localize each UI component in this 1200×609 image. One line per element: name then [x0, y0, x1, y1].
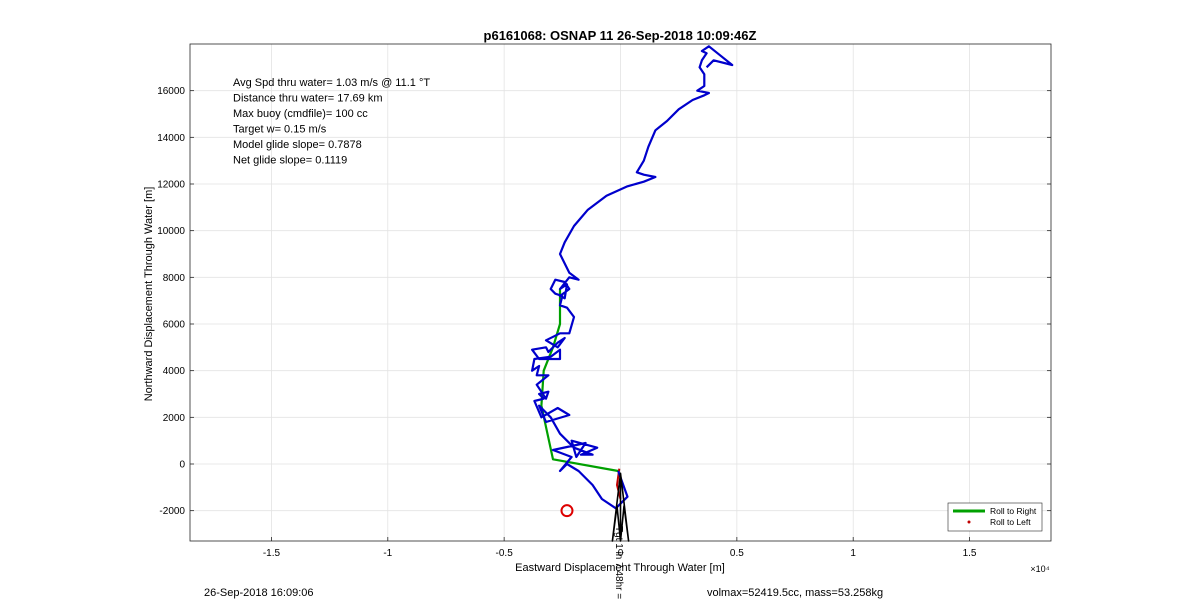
stats-annotation-line: Avg Spd thru water= 1.03 m/s @ 11.1 °T	[233, 77, 430, 89]
legend-swatch-roll-left	[967, 520, 971, 524]
stats-annotation-line: Max buoy (cmdfile)= 100 cc	[233, 108, 368, 120]
y-tick-label: 10000	[157, 226, 185, 237]
chart-title: p6161068: OSNAP 11 26-Sep-2018 10:09:46Z	[484, 28, 757, 43]
target-marker	[560, 504, 574, 518]
target-marker-layer	[560, 504, 574, 518]
y-tick-label: 6000	[163, 320, 186, 331]
y-tick-label: 2000	[163, 413, 186, 424]
legend-label-roll-right: Roll to Right	[990, 506, 1037, 516]
stats-annotation-line: Distance thru water= 17.69 km	[233, 93, 383, 105]
x-tick-label: 0.5	[730, 548, 744, 559]
y-tick-label: 8000	[163, 273, 186, 284]
y-tick-label: -2000	[159, 506, 185, 517]
x-axis-exponent: ×10⁴	[1030, 564, 1049, 574]
x-tick-label: -1.5	[263, 548, 281, 559]
y-tick-label: 14000	[157, 133, 185, 144]
grid-lines	[190, 44, 1051, 541]
target-direction-line	[611, 472, 630, 542]
y-axis-label: Northward Displacement Through Water [m]	[143, 187, 155, 402]
x-tick-label: -0.5	[496, 548, 514, 559]
stats-annotation-line: Model glide slope= 0.7878	[233, 139, 362, 151]
x-axis-label: Eastward Displacement Through Water [m]	[515, 562, 725, 574]
x-tick-label: -1	[383, 548, 392, 559]
legend-box	[947, 502, 1043, 532]
legend: Roll to Right Roll to Left	[947, 502, 1043, 532]
stats-annotation-line: Target w= 0.15 m/s	[233, 124, 327, 136]
legend-label-roll-left: Roll to Left	[990, 517, 1031, 527]
footer-timestamp: 26-Sep-2018 16:09:06	[204, 587, 314, 599]
x-tick-label: 1	[850, 548, 856, 559]
y-tick-label: 16000	[157, 86, 185, 97]
footer-mass-info: volmax=52419.5cc, mass=53.258kg	[707, 587, 884, 599]
target-time-label: Tgt 1 in 7.48hr =	[613, 526, 624, 599]
series-roll-to-right	[540, 289, 619, 473]
x-tick-label: 0	[618, 548, 624, 559]
x-tick-label: 1.5	[963, 548, 977, 559]
stats-annotation-line: Net glide slope= 0.1119	[233, 155, 347, 167]
track-series	[530, 45, 734, 542]
glider-track-line	[530, 45, 734, 510]
stats-annotations: Avg Spd thru water= 1.03 m/s @ 11.1 °T Di…	[233, 77, 430, 167]
y-tick-label: 12000	[157, 180, 185, 191]
y-tick-label: 4000	[163, 366, 186, 377]
y-tick-label: 0	[179, 460, 185, 471]
